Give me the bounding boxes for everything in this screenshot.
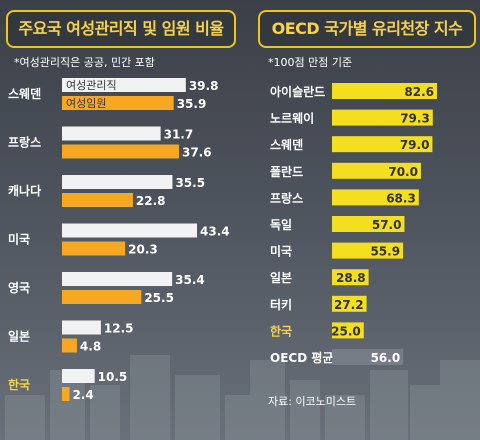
- category-label-프랑스: 프랑스: [270, 191, 303, 205]
- right-panel-title: OECD 국가별 유리천장 지수: [258, 10, 476, 48]
- value-label-노르웨이: 79.3: [400, 112, 430, 126]
- bar-여성임원-미국: [62, 241, 126, 256]
- background-building: [440, 360, 480, 440]
- value-label-스웨덴: 79.0: [400, 138, 430, 152]
- value-label-여성관리직-일본: 12.5: [104, 322, 134, 336]
- category-label-일본: 일본: [270, 271, 292, 285]
- value-label-여성임원-프랑스: 37.6: [182, 146, 212, 160]
- bar-미국: [332, 242, 404, 259]
- bar-여성관리직-한국: [62, 369, 95, 383]
- category-label-노르웨이: 노르웨이: [270, 111, 314, 126]
- category-label-스웨덴: 스웨덴: [270, 137, 303, 152]
- value-label-여성관리직-미국: 43.4: [200, 225, 230, 239]
- right-panel-note: *100점 만점 기준: [268, 56, 353, 69]
- bar-여성관리직-미국: [62, 223, 198, 238]
- bar-여성관리직-일본: [62, 320, 101, 335]
- category-label-폴란드: 폴란드: [270, 164, 303, 179]
- source-note: 자료: 이코노미스트: [268, 395, 357, 408]
- bar-여성관리직-캐나다: [62, 175, 173, 189]
- background-building: [130, 355, 170, 440]
- value-label-여성관리직-영국: 35.4: [175, 273, 205, 287]
- category-label-독일: 독일: [270, 218, 292, 232]
- legend-label-여성관리직: 여성관리직: [66, 79, 117, 92]
- value-label-일본: 28.8: [336, 271, 366, 285]
- legend-label-여성임원: 여성임원: [66, 97, 106, 110]
- category-label-한국: 한국: [270, 323, 292, 338]
- category-label-OECD-평균: OECD 평균: [270, 351, 333, 365]
- category-label-한국: 한국: [8, 377, 30, 392]
- bar-폴란드: [332, 162, 421, 179]
- background-building: [90, 385, 120, 440]
- bar-여성임원-캐나다: [62, 193, 133, 207]
- value-label-여성임원-캐나다: 22.8: [136, 194, 166, 208]
- background-building: [325, 395, 365, 440]
- value-label-프랑스: 68.3: [386, 191, 416, 205]
- value-label-여성임원-한국: 2.4: [72, 388, 93, 402]
- bar-여성임원-스웨덴: [62, 96, 174, 110]
- value-label-한국: 25.0: [331, 324, 361, 338]
- value-label-여성임원-스웨덴: 35.9: [177, 97, 207, 111]
- left-panel-title: 주요국 여성관리직 및 임원 비율: [6, 10, 236, 48]
- left-panel-note: *여성관리직은 공공, 민간 포함: [14, 56, 155, 69]
- background-building: [250, 360, 285, 440]
- category-label-캐나다: 캐나다: [8, 183, 41, 198]
- value-label-터키: 27.2: [334, 298, 364, 312]
- category-label-미국: 미국: [8, 232, 30, 247]
- category-label-미국: 미국: [270, 244, 292, 259]
- right-bar-chart: 아이슬란드 82.6 노르웨이 79.3 스웨덴 79.0 폴란드 70.0 프랑스 68.3 독일…: [270, 83, 437, 365]
- bar-터키: [332, 295, 367, 312]
- category-label-일본: 일본: [8, 330, 30, 344]
- bar-여성임원-영국: [62, 290, 142, 304]
- background-building: [290, 380, 320, 440]
- value-label-아이슬란드: 82.6: [404, 85, 434, 99]
- bar-여성임원-프랑스: [62, 144, 179, 159]
- value-label-여성임원-일본: 4.8: [80, 340, 101, 354]
- bar-한국: [332, 322, 364, 339]
- value-label-여성관리직-한국: 10.5: [98, 370, 128, 384]
- background-building: [5, 395, 45, 440]
- bar-노르웨이: [332, 109, 433, 126]
- value-label-여성임원-영국: 25.5: [144, 291, 174, 305]
- bar-일본: [332, 269, 369, 286]
- value-label-여성관리직-스웨덴: 39.8: [189, 79, 219, 93]
- category-label-프랑스: 프랑스: [8, 136, 41, 150]
- bar-독일: [332, 216, 405, 232]
- background-building: [175, 375, 220, 440]
- bar-여성관리직-프랑스: [62, 126, 161, 141]
- background-building: [370, 370, 408, 440]
- bar-프랑스: [332, 189, 419, 206]
- value-label-여성임원-미국: 20.3: [128, 243, 158, 257]
- value-label-미국: 55.9: [370, 245, 400, 259]
- bar-여성관리직-영국: [62, 272, 173, 286]
- bar-여성임원-한국: [62, 387, 70, 401]
- value-label-OECD-평균: 56.0: [371, 351, 401, 365]
- bar-여성임원-일본: [62, 338, 77, 353]
- background-building: [225, 395, 250, 440]
- category-label-스웨덴: 스웨덴: [8, 86, 41, 101]
- category-label-영국: 영국: [8, 280, 30, 295]
- value-label-여성관리직-캐나다: 35.5: [175, 176, 205, 190]
- bar-OECD-평균: [332, 349, 404, 365]
- bar-스웨덴: [332, 136, 433, 153]
- value-label-폴란드: 70.0: [388, 165, 418, 179]
- value-label-여성관리직-프랑스: 31.7: [164, 128, 194, 142]
- category-label-터키: 터키: [270, 297, 292, 312]
- category-label-아이슬란드: 아이슬란드: [270, 84, 325, 99]
- bar-아이슬란드: [332, 83, 437, 99]
- background-building: [410, 385, 440, 440]
- bar-여성관리직-스웨덴: [62, 78, 186, 92]
- value-label-독일: 57.0: [372, 218, 402, 232]
